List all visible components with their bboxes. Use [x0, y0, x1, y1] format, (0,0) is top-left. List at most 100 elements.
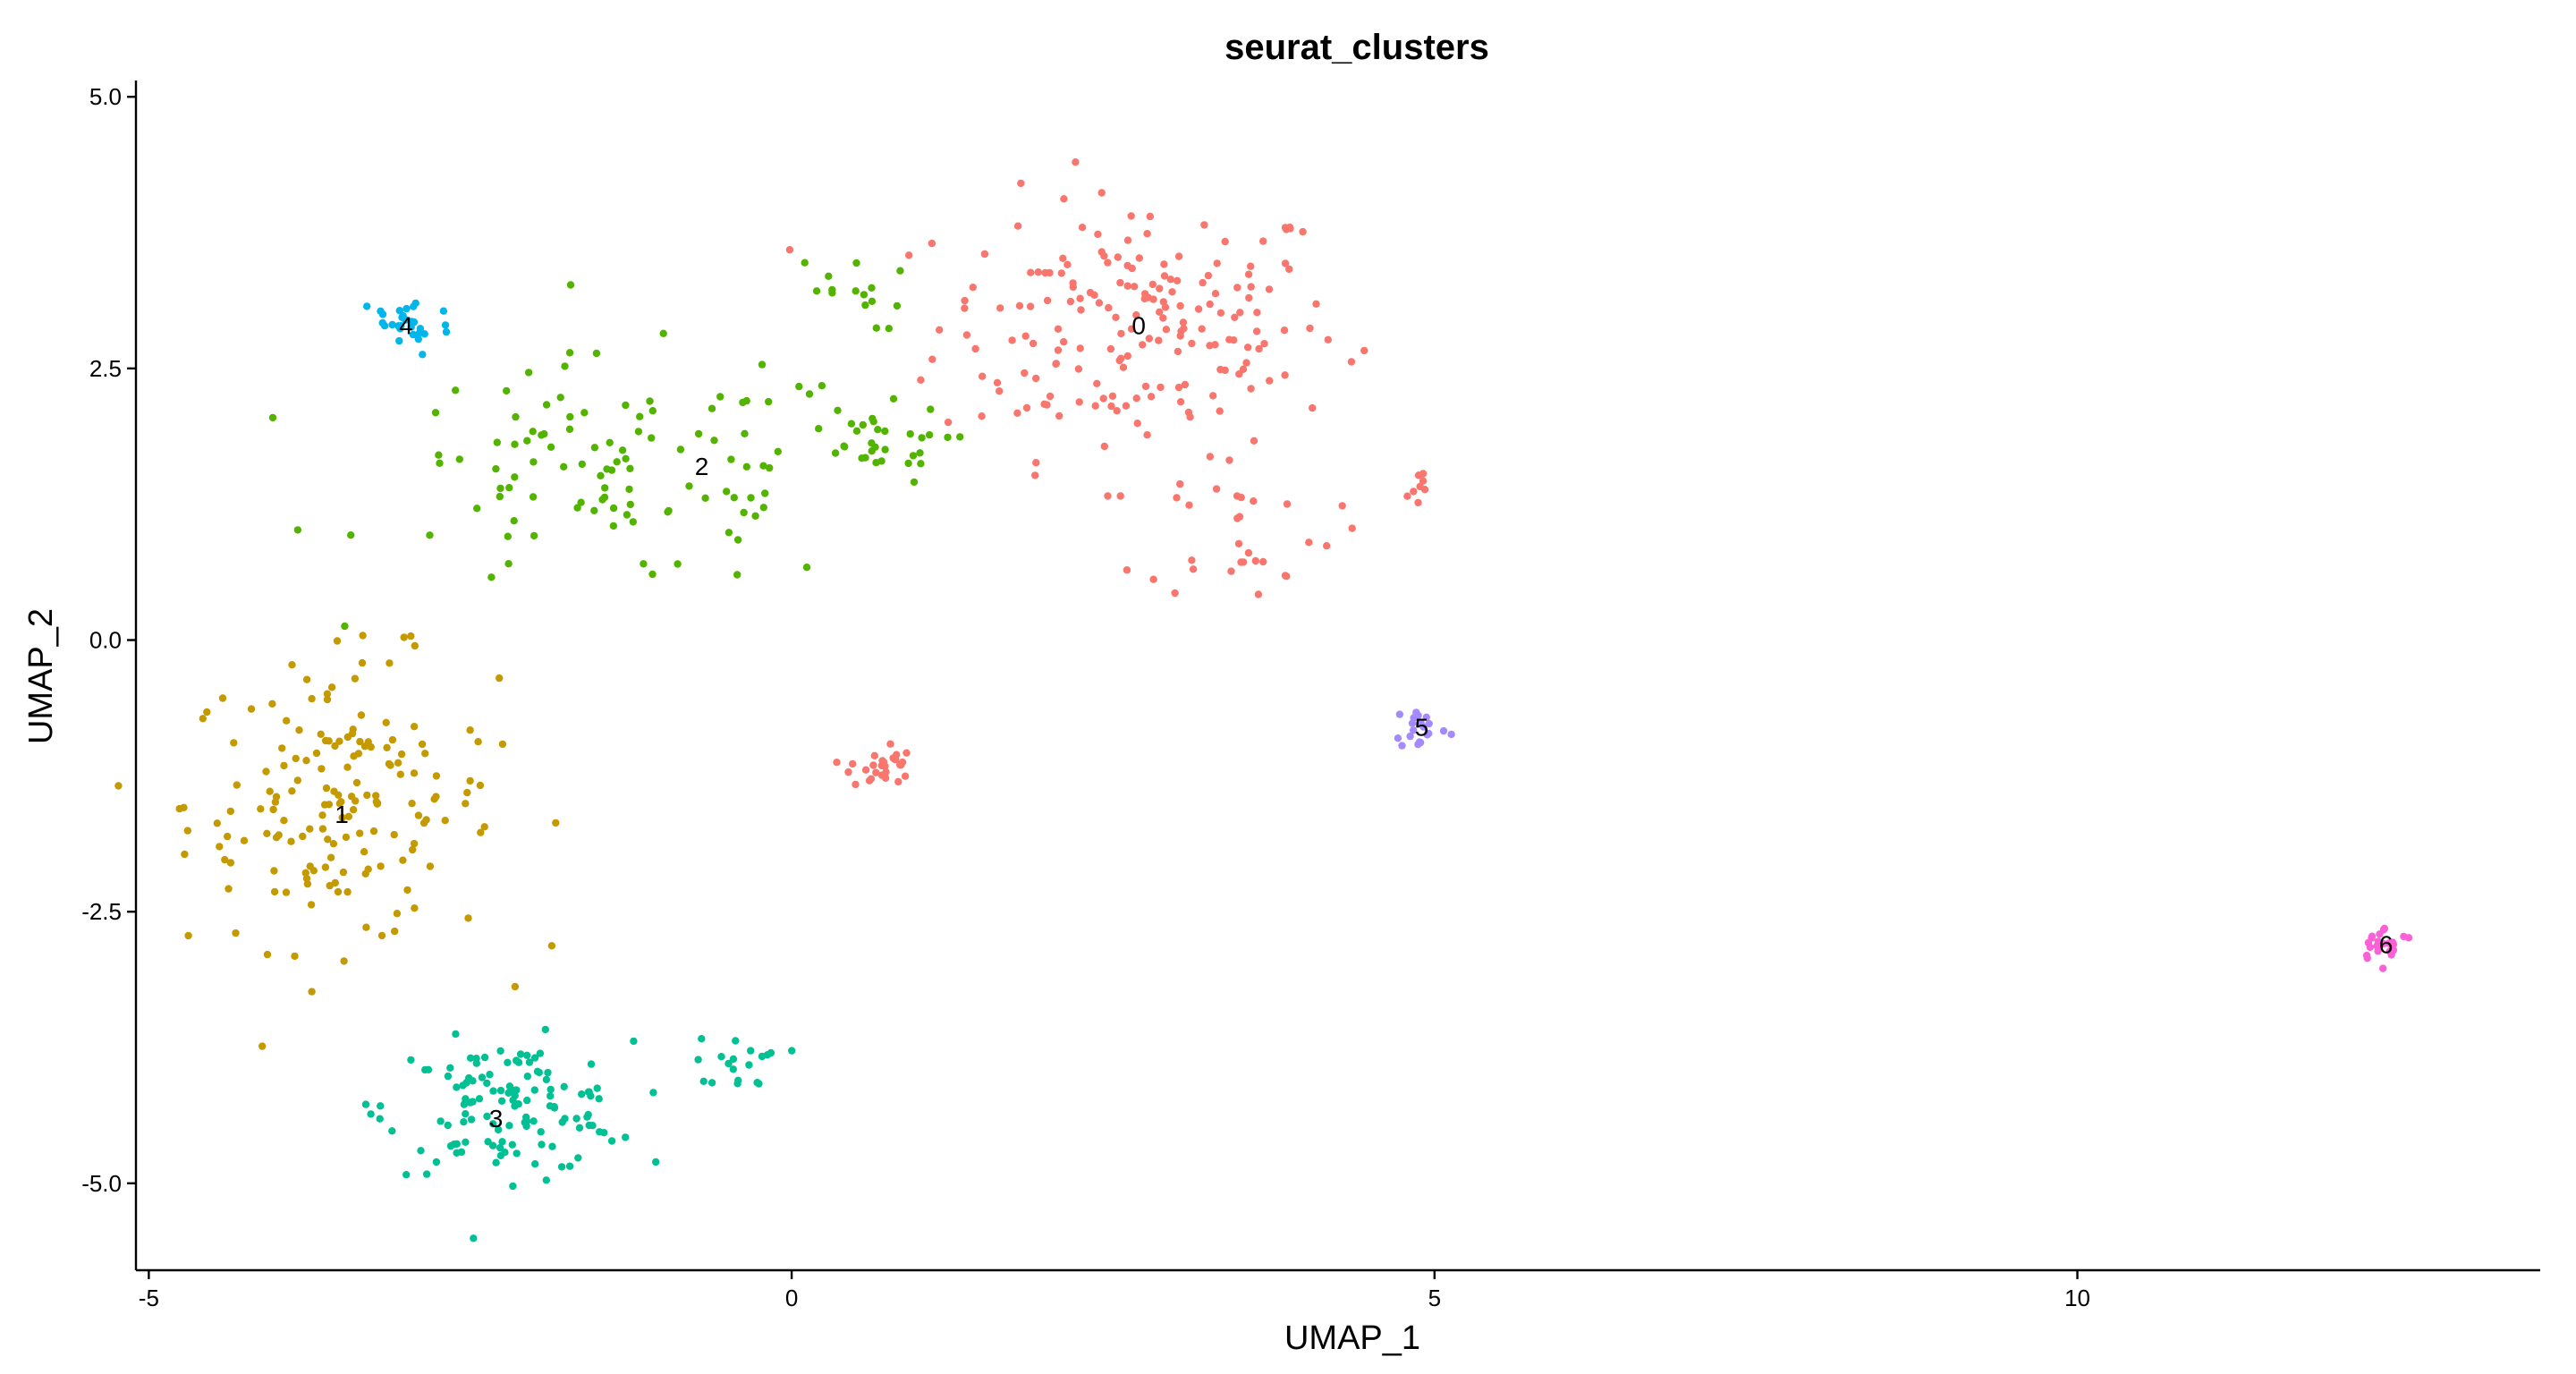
point-cluster-3: [745, 1061, 753, 1069]
point-cluster-0: [1159, 298, 1168, 306]
point-cluster-0: [1281, 224, 1290, 232]
point-cluster-3: [402, 1171, 411, 1179]
point-cluster-3: [361, 1100, 370, 1108]
point-cluster-0: [1254, 590, 1263, 598]
point-cluster-1: [356, 829, 364, 837]
point-cluster-2: [925, 431, 934, 439]
point-cluster-2: [504, 560, 513, 568]
point-cluster-2: [622, 454, 630, 462]
point-cluster-0: [1173, 276, 1182, 284]
point-cluster-2: [452, 386, 460, 394]
point-cluster-3: [460, 1118, 468, 1126]
point-cluster-2: [341, 622, 349, 631]
point-cluster-2: [512, 412, 520, 421]
point-cluster-1: [343, 887, 352, 896]
point-cluster-3: [483, 1112, 491, 1121]
point-cluster-2: [646, 397, 654, 405]
point-cluster-0: [1236, 309, 1244, 317]
point-cluster-4: [407, 323, 415, 331]
point-cluster-0: [861, 766, 870, 774]
point-cluster-3: [596, 1128, 604, 1136]
point-cluster-2: [859, 420, 867, 429]
point-cluster-0: [881, 774, 890, 782]
point-cluster-1: [327, 683, 336, 691]
point-cluster-3: [652, 1158, 660, 1166]
point-cluster-3: [446, 1141, 455, 1150]
point-cluster-2: [573, 504, 581, 512]
point-cluster-4: [396, 325, 404, 333]
point-cluster-6: [2404, 934, 2413, 942]
point-cluster-0: [1194, 305, 1203, 313]
point-cluster-3: [498, 1138, 506, 1146]
point-cluster-0: [785, 246, 794, 254]
point-cluster-0: [1127, 212, 1135, 220]
point-cluster-0: [1309, 403, 1317, 412]
point-cluster-3: [504, 1058, 512, 1067]
point-cluster-0: [1027, 268, 1035, 276]
point-cluster-2: [510, 517, 518, 525]
point-cluster-1: [363, 791, 371, 800]
point-cluster-0: [1008, 336, 1016, 344]
point-cluster-1: [333, 637, 342, 645]
point-cluster-3: [717, 1053, 725, 1061]
point-cluster-3: [753, 1079, 761, 1087]
point-cluster-0: [1419, 470, 1428, 478]
point-cluster-3: [467, 1115, 476, 1124]
point-cluster-2: [917, 460, 925, 468]
point-cluster-0: [893, 751, 901, 759]
point-cluster-3: [492, 1158, 500, 1166]
point-cluster-1: [498, 740, 507, 749]
point-cluster-1: [278, 744, 286, 752]
point-cluster-2: [347, 531, 355, 539]
point-cluster-2: [523, 437, 531, 445]
point-cluster-1: [318, 811, 326, 819]
point-cluster-2: [944, 433, 952, 442]
point-cluster-1: [410, 839, 419, 848]
point-cluster-3: [729, 1065, 737, 1073]
point-cluster-2: [881, 427, 889, 436]
point-cluster-2: [590, 506, 598, 514]
point-cluster-4: [395, 336, 403, 345]
point-cluster-0: [849, 759, 857, 768]
point-cluster-0: [1032, 459, 1040, 467]
point-cluster-4: [420, 330, 428, 338]
point-cluster-5: [1395, 710, 1404, 718]
point-cluster-3: [572, 1115, 580, 1123]
point-cluster-3: [530, 1054, 539, 1062]
point-cluster-2: [600, 493, 609, 502]
point-cluster-3: [453, 1083, 461, 1091]
point-cluster-0: [1143, 431, 1151, 439]
point-cluster-2: [730, 494, 738, 502]
point-cluster-0: [870, 751, 878, 759]
point-cluster-3: [699, 1077, 708, 1086]
point-cluster-0: [1043, 296, 1052, 305]
point-cluster-1: [390, 830, 398, 839]
point-cluster-1: [338, 813, 346, 822]
point-cluster-3: [561, 1115, 569, 1123]
point-cluster-1: [303, 880, 312, 888]
point-cluster-2: [674, 560, 682, 568]
point-cluster-2: [868, 284, 876, 292]
point-cluster-4: [388, 320, 396, 329]
point-cluster-0: [996, 304, 1004, 312]
point-cluster-1: [321, 736, 330, 745]
point-cluster-3: [504, 1089, 513, 1098]
point-cluster-0: [1017, 179, 1025, 188]
point-cluster-3: [544, 1068, 552, 1077]
point-cluster-3: [724, 1059, 733, 1068]
point-cluster-1: [288, 787, 296, 795]
point-cluster-0: [1204, 271, 1213, 280]
point-cluster-0: [980, 250, 989, 259]
point-cluster-2: [852, 427, 861, 435]
point-cluster-0: [1247, 262, 1255, 270]
point-cluster-0: [1188, 556, 1196, 564]
point-cluster-1: [391, 927, 399, 936]
point-cluster-2: [956, 433, 964, 441]
point-cluster-1: [203, 708, 211, 717]
point-cluster-2: [629, 518, 637, 526]
point-cluster-1: [275, 831, 283, 839]
point-cluster-1: [299, 832, 307, 841]
point-cluster-2: [511, 473, 519, 481]
point-cluster-3: [565, 1162, 574, 1170]
point-cluster-0: [1108, 392, 1117, 400]
